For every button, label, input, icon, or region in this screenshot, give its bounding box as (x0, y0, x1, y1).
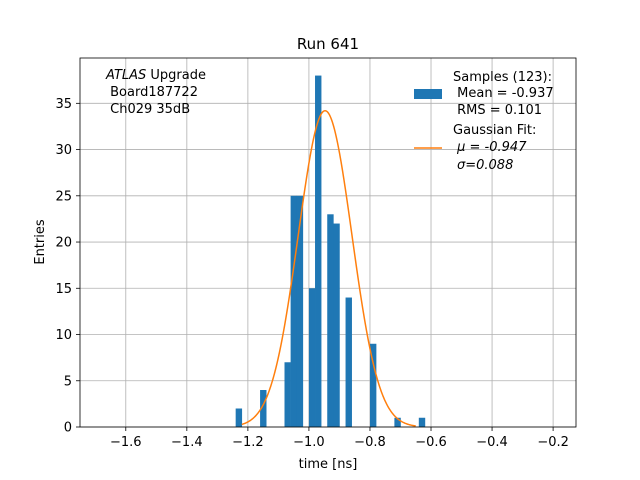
legend: Samples (123): Mean = -0.937 RMS = 0.101… (414, 70, 554, 173)
histogram-bar (235, 408, 243, 427)
histogram-bars (235, 75, 426, 428)
y-tick-label: 10 (55, 328, 72, 343)
histogram-bar (345, 297, 352, 427)
annotation-upgrade: Upgrade (146, 68, 206, 83)
x-tick-label: −1.6 (110, 435, 142, 450)
x-tick-label: −1.0 (293, 435, 325, 450)
y-tick-label: 35 (55, 97, 72, 112)
legend-samples-line-3: RMS = 0.101 (453, 103, 542, 118)
x-tick-label: −0.6 (415, 435, 447, 450)
y-tick-label: 25 (55, 189, 72, 204)
x-tick-label: −0.2 (537, 435, 569, 450)
y-tick-label: 20 (55, 236, 72, 251)
legend-fit-line-2: μ = -0.947 (453, 140, 527, 155)
histogram-bar (333, 223, 340, 427)
histogram-bar (327, 214, 334, 427)
y-tick-label: 15 (55, 282, 72, 297)
annotation-box: ATLAS Upgrade Board187722 Ch029 35dB (105, 68, 206, 117)
histogram-bar (260, 390, 267, 427)
annotation-line-2: Board187722 (106, 85, 198, 100)
x-axis-label: time [ns] (299, 457, 358, 472)
y-tick-label: 30 (55, 143, 72, 158)
histogram-bar (418, 417, 426, 427)
y-tick-label: 5 (64, 374, 72, 389)
histogram-bar (394, 417, 401, 427)
gaussian-fit-curve (241, 109, 416, 427)
x-axis-ticks: −1.6 −1.4 −1.2 −1.0 −0.8 −0.6 −0.4 −0.2 (110, 427, 569, 450)
x-tick-label: −0.8 (354, 435, 386, 450)
chart-title: Run 641 (297, 35, 359, 53)
x-tick-label: −1.4 (171, 435, 203, 450)
histogram-bar (308, 288, 316, 427)
legend-samples-line-1: Samples (123): (453, 70, 552, 85)
histogram-bar (296, 195, 304, 427)
y-axis-label: Entries (33, 219, 48, 265)
plot-frame (79, 57, 577, 428)
y-tick-label: 0 (64, 421, 72, 436)
legend-samples-swatch (414, 89, 442, 99)
legend-samples-line-2: Mean = -0.937 (453, 86, 554, 101)
annotation-line-3: Ch029 35dB (106, 102, 190, 117)
histogram-bar (369, 343, 377, 427)
legend-fit-line-1: Gaussian Fit: (453, 123, 536, 138)
annotation-line-1: ATLAS Upgrade (105, 68, 206, 83)
histogram-bar (315, 75, 322, 428)
histogram-bar (290, 195, 298, 427)
y-axis-ticks: 0 5 10 15 20 25 30 35 (55, 97, 80, 436)
legend-fit-line-3: σ=0.088 (457, 158, 513, 173)
x-tick-label: −0.4 (476, 435, 508, 450)
x-tick-label: −1.2 (232, 435, 264, 450)
annotation-atlas: ATLAS (105, 68, 146, 83)
histogram-bar (284, 362, 291, 427)
